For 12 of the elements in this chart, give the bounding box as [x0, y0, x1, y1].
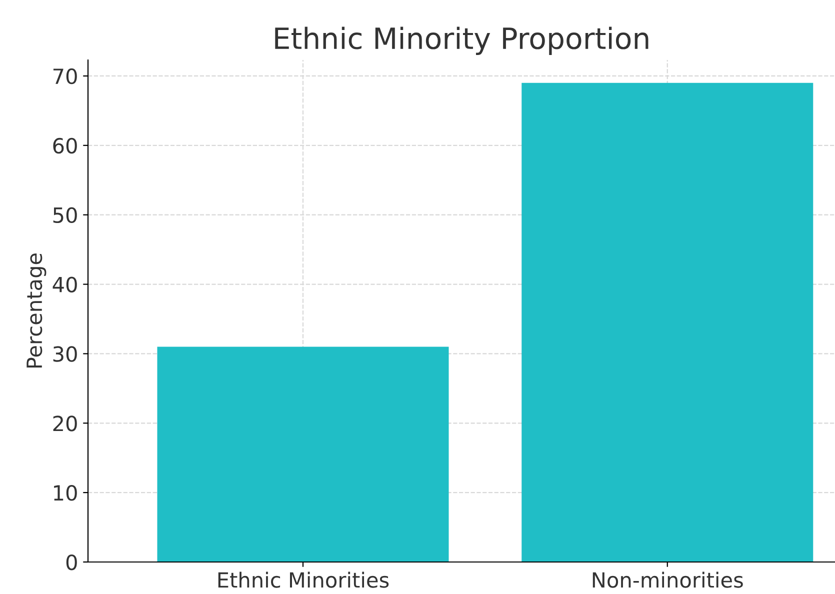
y-tick-label: 20	[53, 416, 77, 432]
x-tick-label: Ethnic Minorities	[218, 572, 389, 588]
y-tick-label: 60	[53, 138, 77, 154]
y-axis-title: Percentage	[26, 254, 46, 368]
y-tick-label: 0	[66, 554, 77, 570]
y-tick-label: 40	[52, 276, 77, 292]
y-tick-label: 10	[54, 485, 77, 501]
chart-title: Ethnic Minority Proportion	[275, 26, 648, 55]
y-tick-label: 70	[53, 68, 77, 84]
x-tick-label: Non-minorities	[592, 572, 743, 588]
y-tick-label: 50	[53, 207, 77, 224]
y-tick-label: 30	[53, 346, 77, 362]
